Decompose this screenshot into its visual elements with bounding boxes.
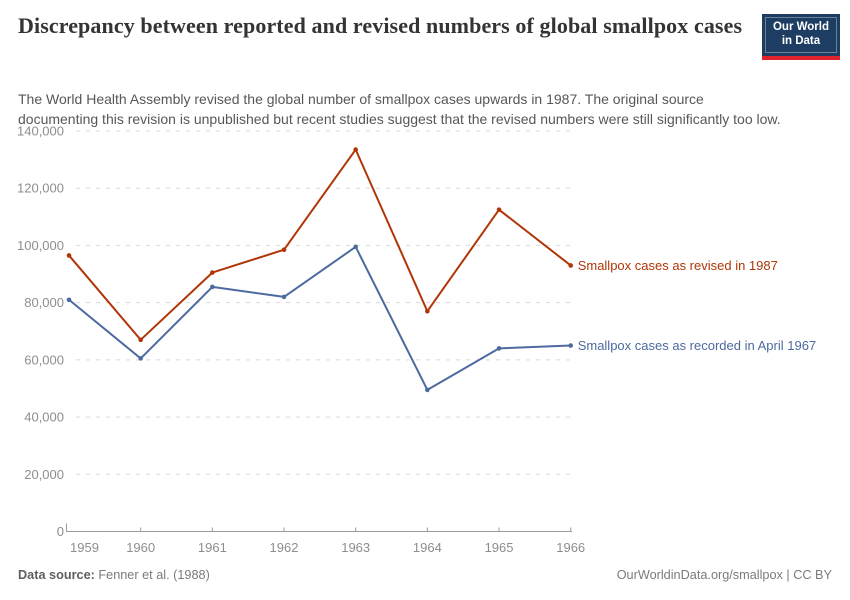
data-point (281, 294, 287, 300)
y-tick-label: 80,000 (24, 295, 64, 310)
attribution-link[interactable]: OurWorldinData.org/smallpox | CC BY (616, 568, 832, 582)
data-point (210, 270, 215, 275)
data-point (496, 346, 502, 351)
data-point (138, 356, 143, 361)
y-tick-label: 140,000 (17, 124, 64, 139)
y-tick-label: 40,000 (24, 410, 64, 425)
data-source-value: Fenner et al. (1988) (94, 568, 210, 582)
series-label-0: Smallpox cases as revised in 1987 (578, 258, 778, 273)
y-tick-label: 120,000 (17, 181, 64, 196)
owid-logo-line1: Our World (772, 21, 829, 33)
y-tick-label: 100,000 (17, 238, 64, 253)
y-tick-label: 20,000 (24, 467, 64, 482)
data-point (66, 253, 72, 258)
data-source-label: Data source: (18, 568, 95, 582)
chart-subtitle: The World Health Assembly revised the gl… (18, 91, 781, 127)
data-point (138, 337, 143, 343)
x-tick-label: 1966 (556, 540, 585, 555)
data-point (568, 263, 573, 268)
x-tick-label: 1961 (198, 540, 227, 555)
owid-logo-line2: in Data (781, 34, 821, 47)
series-line-1 (68, 245, 572, 391)
series-line-0 (68, 148, 572, 341)
data-point (353, 147, 358, 152)
x-tick-label: 1964 (413, 540, 442, 555)
y-tick-label: 60,000 (24, 352, 64, 367)
x-tick-label: 1959 (70, 540, 99, 555)
x-tick-label: 1963 (341, 540, 370, 555)
chart-title: Discrepancy between reported and revised… (18, 13, 743, 38)
owid-logo-text: Our World in Data (764, 17, 837, 53)
data-point (353, 244, 358, 250)
data-point (425, 308, 430, 314)
x-tick-label: 1960 (126, 540, 155, 555)
data-source: Data source: Fenner et al. (1988) (18, 568, 210, 582)
owid-logo[interactable]: Our World in Data (761, 14, 840, 60)
data-point (568, 343, 573, 348)
x-tick-label: 1965 (485, 540, 514, 555)
series-label-1: Smallpox cases as recorded in April 1967 (578, 338, 816, 353)
x-tick-label: 1962 (270, 540, 299, 555)
data-point (425, 387, 430, 393)
data-point (66, 297, 72, 303)
data-point (496, 207, 502, 212)
data-point (210, 284, 215, 290)
data-point (281, 247, 287, 253)
chart-footer: Data source: Fenner et al. (1988) OurWor… (18, 568, 832, 582)
y-tick-label: 0 (57, 524, 64, 539)
